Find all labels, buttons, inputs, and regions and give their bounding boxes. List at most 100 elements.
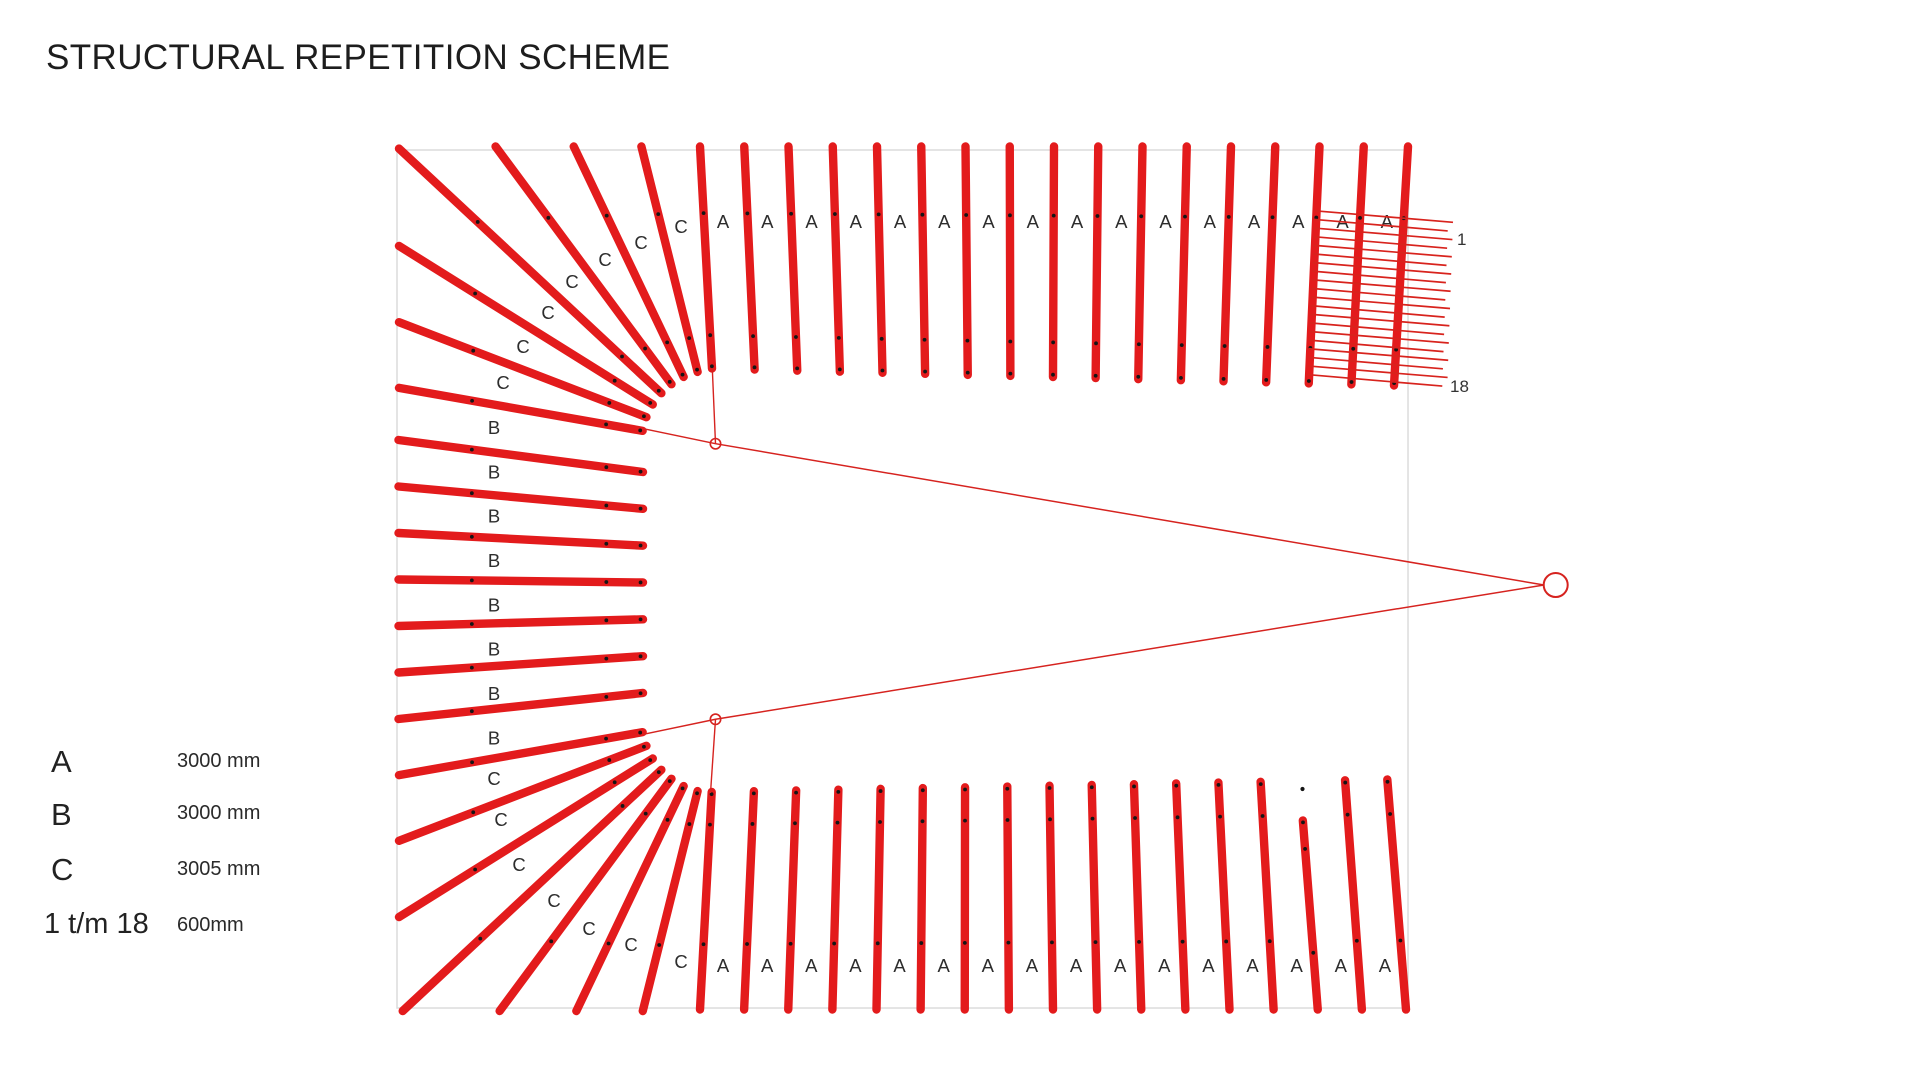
top-rafter-label: A bbox=[894, 211, 907, 232]
batten-line bbox=[1314, 209, 1454, 224]
member-marker-dot bbox=[922, 337, 927, 342]
member-marker-dot bbox=[1008, 339, 1013, 344]
bottom-rafter bbox=[1298, 816, 1322, 1014]
member-marker-dot bbox=[638, 654, 643, 659]
top-rafter bbox=[917, 142, 930, 379]
member-marker-dot bbox=[1349, 380, 1354, 384]
member-marker-dot bbox=[642, 414, 646, 419]
member-marker-dot bbox=[695, 791, 699, 796]
member-marker-dot bbox=[963, 787, 967, 792]
member-marker-dot bbox=[687, 336, 692, 340]
bottom-rafter bbox=[695, 787, 716, 1014]
batten-line bbox=[1314, 218, 1448, 232]
member-marker-dot bbox=[701, 211, 706, 216]
member-marker-dot bbox=[920, 212, 925, 217]
top-rafter-label: A bbox=[805, 211, 818, 232]
bottom-rafter bbox=[1383, 775, 1411, 1014]
edge-rafter-label: B bbox=[488, 461, 500, 482]
member-marker-dot bbox=[665, 817, 670, 822]
member-marker-dot bbox=[473, 867, 478, 872]
member-marker-dot bbox=[794, 790, 798, 795]
corner-rafter-label: C bbox=[582, 918, 595, 939]
member-marker-dot bbox=[606, 941, 611, 946]
member-marker-dot bbox=[836, 336, 841, 340]
member-marker-dot bbox=[878, 789, 883, 793]
corner-rafter bbox=[569, 142, 688, 382]
member-marker-dot bbox=[471, 348, 476, 353]
member-marker-dot bbox=[836, 789, 841, 794]
legend-value-c: 3005 mm bbox=[177, 858, 261, 880]
batten-number-first: 1 bbox=[1457, 230, 1466, 249]
member-marker-dot bbox=[1133, 816, 1137, 820]
edge-rafter-label: B bbox=[488, 417, 500, 438]
member-marker-dot bbox=[1221, 377, 1226, 381]
edge-rafter bbox=[394, 435, 648, 477]
member-marker-dot bbox=[1132, 784, 1136, 789]
bottom-rafter bbox=[916, 783, 928, 1014]
bottom-rafter bbox=[1003, 782, 1014, 1014]
member-marker-dot bbox=[1093, 373, 1098, 378]
member-marker-dot bbox=[1136, 374, 1141, 379]
member-marker-dot bbox=[1216, 782, 1221, 787]
bottom-rafter-label: A bbox=[849, 955, 862, 976]
top-rafter bbox=[784, 142, 802, 375]
member-marker-dot bbox=[963, 818, 967, 823]
top-rafter bbox=[740, 142, 759, 374]
member-marker-dot bbox=[643, 346, 647, 351]
bottom-rafter bbox=[1129, 779, 1146, 1014]
batten-line bbox=[1313, 235, 1448, 250]
bottom-rafter-label: A bbox=[1202, 955, 1215, 976]
bottom-rafter-label: A bbox=[1379, 955, 1392, 976]
member-marker-dot bbox=[1179, 343, 1184, 348]
corner-rafter bbox=[394, 754, 657, 922]
member-marker-dot bbox=[470, 760, 474, 765]
member-marker-dot bbox=[1267, 939, 1272, 944]
batten-line bbox=[1310, 304, 1445, 318]
member-marker-dot bbox=[1301, 820, 1305, 825]
member-marker-dot bbox=[1095, 214, 1100, 218]
bottom-rafter bbox=[784, 786, 801, 1014]
member-marker-dot bbox=[656, 212, 661, 217]
batten-detail: 1 18 bbox=[1307, 209, 1469, 396]
bottom-rafter bbox=[828, 785, 843, 1014]
batten-line bbox=[1313, 244, 1452, 258]
page-title: STRUCTURAL REPETITION SCHEME bbox=[46, 38, 671, 77]
top-rafter-label: A bbox=[717, 211, 730, 232]
member-marker-dot bbox=[1050, 940, 1054, 945]
corner-rafter-label: C bbox=[674, 951, 687, 972]
member-marker-dot bbox=[1183, 214, 1187, 219]
bottom-rafter-label: A bbox=[937, 955, 950, 976]
member-marker-dot bbox=[709, 364, 714, 369]
corner-rafter-label: C bbox=[541, 302, 554, 323]
member-marker-dot bbox=[1303, 846, 1307, 851]
edge-rafter-label: B bbox=[488, 506, 500, 527]
bottom-rafter-label: A bbox=[893, 955, 906, 976]
member-marker-dot bbox=[880, 368, 885, 373]
member-marker-dot bbox=[876, 212, 881, 217]
batten-line bbox=[1309, 322, 1445, 336]
member-marker-dot bbox=[1265, 345, 1270, 349]
member-marker-dot bbox=[1094, 341, 1098, 346]
member-marker-dot bbox=[471, 810, 476, 815]
member-marker-dot bbox=[1264, 378, 1269, 382]
member-marker-dot bbox=[1394, 347, 1398, 352]
member-marker-dot bbox=[638, 543, 643, 548]
member-marker-dot bbox=[665, 340, 670, 345]
top-rafter bbox=[872, 142, 887, 377]
setting-out-circle-bottom bbox=[709, 713, 722, 726]
top-rafter-label: A bbox=[1381, 211, 1394, 232]
top-rafter-label: A bbox=[1204, 211, 1217, 232]
member-marker-dot bbox=[604, 656, 609, 661]
bottom-rafter-label: A bbox=[1026, 955, 1039, 976]
member-marker-dot bbox=[604, 618, 609, 623]
member-marker-dot bbox=[919, 941, 924, 945]
bottom-rafter-label: A bbox=[1114, 955, 1127, 976]
member-marker-dot bbox=[469, 534, 474, 539]
member-marker-dot bbox=[1306, 379, 1311, 383]
member-marker-dot bbox=[1005, 818, 1010, 822]
corner-rafter-label: C bbox=[494, 809, 507, 830]
construction-line-bottom-tie bbox=[709, 719, 717, 794]
member-marker-dot bbox=[1314, 215, 1319, 220]
member-marker-dot bbox=[638, 428, 643, 433]
